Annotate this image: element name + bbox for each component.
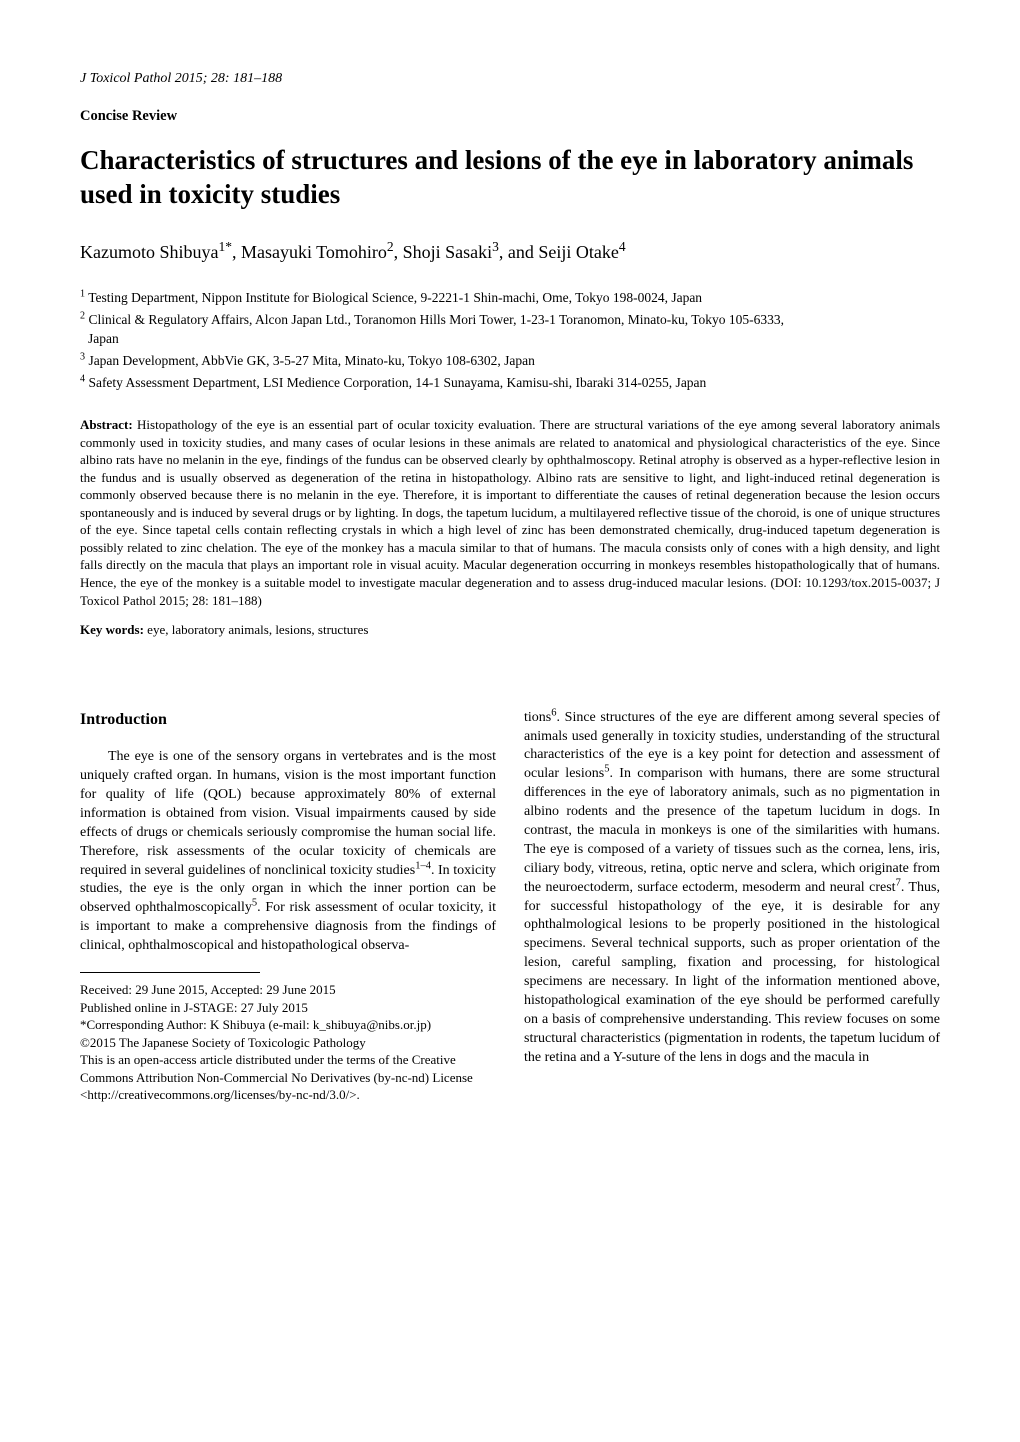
- journal-header: J Toxicol Pathol 2015; 28: 181–188: [80, 70, 940, 89]
- keywords-text: eye, laboratory animals, lesions, struct…: [147, 622, 368, 637]
- article-type: Concise Review: [80, 107, 940, 127]
- affiliation-line: 2 Clinical & Regulatory Affairs, Alcon J…: [80, 310, 940, 349]
- section-title-introduction: Introduction: [80, 709, 496, 731]
- column-left: Introduction The eye is one of the senso…: [80, 709, 496, 1104]
- body-paragraph: tions6. Since structures of the eye are …: [524, 709, 940, 1068]
- abstract-block: Abstract: Histopathology of the eye is a…: [80, 416, 940, 609]
- footnote-line: Received: 29 June 2015, Accepted: 29 Jun…: [80, 981, 496, 999]
- footnote-line: ©2015 The Japanese Society of Toxicologi…: [80, 1034, 496, 1052]
- keywords-label: Key words:: [80, 622, 144, 637]
- footnote-line: This is an open-access article distribut…: [80, 1051, 496, 1104]
- authors-line: Kazumoto Shibuya1*, Masayuki Tomohiro2, …: [80, 240, 940, 264]
- body-paragraph: The eye is one of the sensory organs in …: [80, 748, 496, 956]
- keywords-line: Key words: eye, laboratory animals, lesi…: [80, 621, 940, 639]
- affiliation-line: 3 Japan Development, AbbVie GK, 3-5-27 M…: [80, 351, 940, 371]
- abstract-label: Abstract:: [80, 417, 133, 432]
- abstract-text: Histopathology of the eye is an essentia…: [80, 417, 940, 607]
- affiliation-line: 4 Safety Assessment Department, LSI Medi…: [80, 373, 940, 393]
- column-right: tions6. Since structures of the eye are …: [524, 709, 940, 1104]
- footnotes-block: Received: 29 June 2015, Accepted: 29 Jun…: [80, 981, 496, 1104]
- footnote-divider: [80, 972, 260, 973]
- footnote-line: *Corresponding Author: K Shibuya (e-mail…: [80, 1016, 496, 1034]
- affiliation-line: 1 Testing Department, Nippon Institute f…: [80, 288, 940, 308]
- article-title: Characteristics of structures and lesion…: [80, 144, 940, 212]
- footnote-line: Published online in J-STAGE: 27 July 201…: [80, 999, 496, 1017]
- body-two-column: Introduction The eye is one of the senso…: [80, 709, 940, 1104]
- affiliations-block: 1 Testing Department, Nippon Institute f…: [80, 288, 940, 392]
